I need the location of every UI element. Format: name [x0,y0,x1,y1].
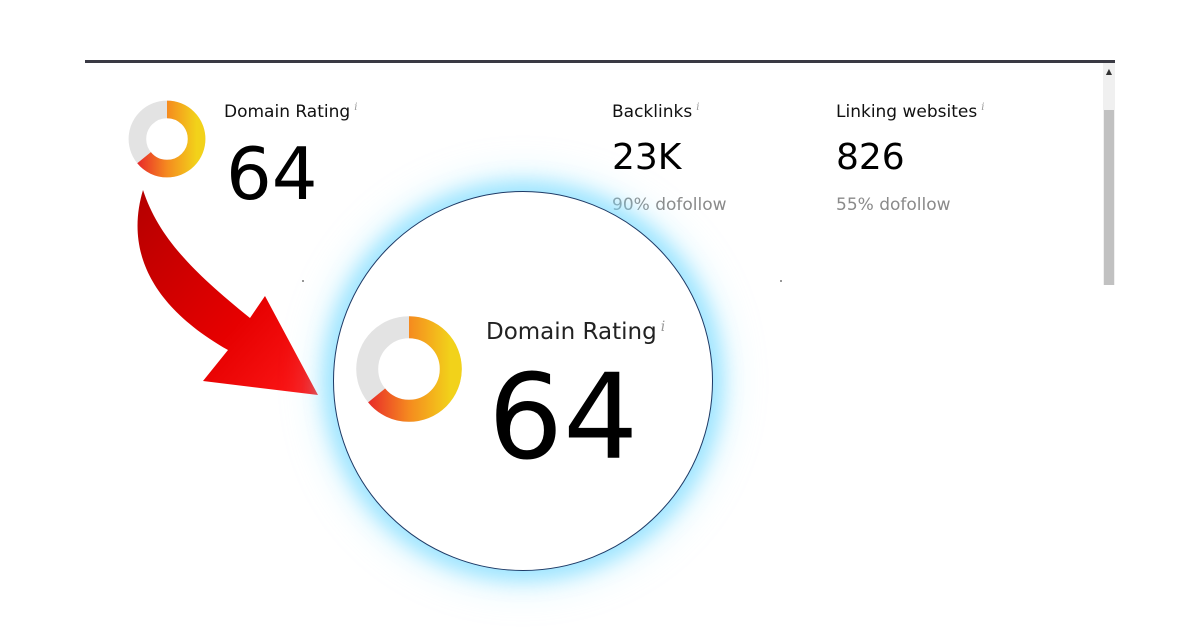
domain-rating-label-text: Domain Rating [224,102,351,122]
gauge-fill [356,316,462,422]
info-icon: i [660,319,666,335]
magnified-domain-rating-value: 64 [488,348,639,486]
scroll-up-arrow-icon[interactable]: ▲ [1105,67,1113,76]
info-icon[interactable]: i [354,102,358,113]
linking-websites-label: Linking websites i [836,102,984,122]
backlinks-label-text: Backlinks [612,102,693,122]
info-icon[interactable]: i [981,102,985,113]
top-divider [85,60,1115,63]
separator-dot [780,280,782,282]
linking-websites-value[interactable]: 826 [836,137,905,178]
linking-websites-dofollow[interactable]: 55% dofollow [836,195,951,215]
magnified-domain-rating-label: Domain Rating i [486,319,665,345]
scroll-thumb[interactable] [1104,110,1114,285]
domain-rating-label: Domain Rating i [224,102,357,122]
linking-websites-label-text: Linking websites [836,102,978,122]
magnified-label-text: Domain Rating [486,319,657,345]
backlinks-label: Backlinks i [612,102,699,122]
scrollbar[interactable]: ▲ [1103,63,1115,285]
gauge-fill [128,100,206,178]
backlinks-value[interactable]: 23K [612,137,682,178]
info-icon[interactable]: i [696,102,700,113]
separator-dot [302,280,304,282]
magnifier-circle: Domain Rating i 64 [333,191,713,571]
domain-rating-gauge-icon [128,100,206,178]
domain-rating-value: 64 [226,132,318,216]
backlinks-dofollow[interactable]: 90% dofollow [612,195,727,215]
domain-rating-gauge-large-icon [356,316,462,422]
